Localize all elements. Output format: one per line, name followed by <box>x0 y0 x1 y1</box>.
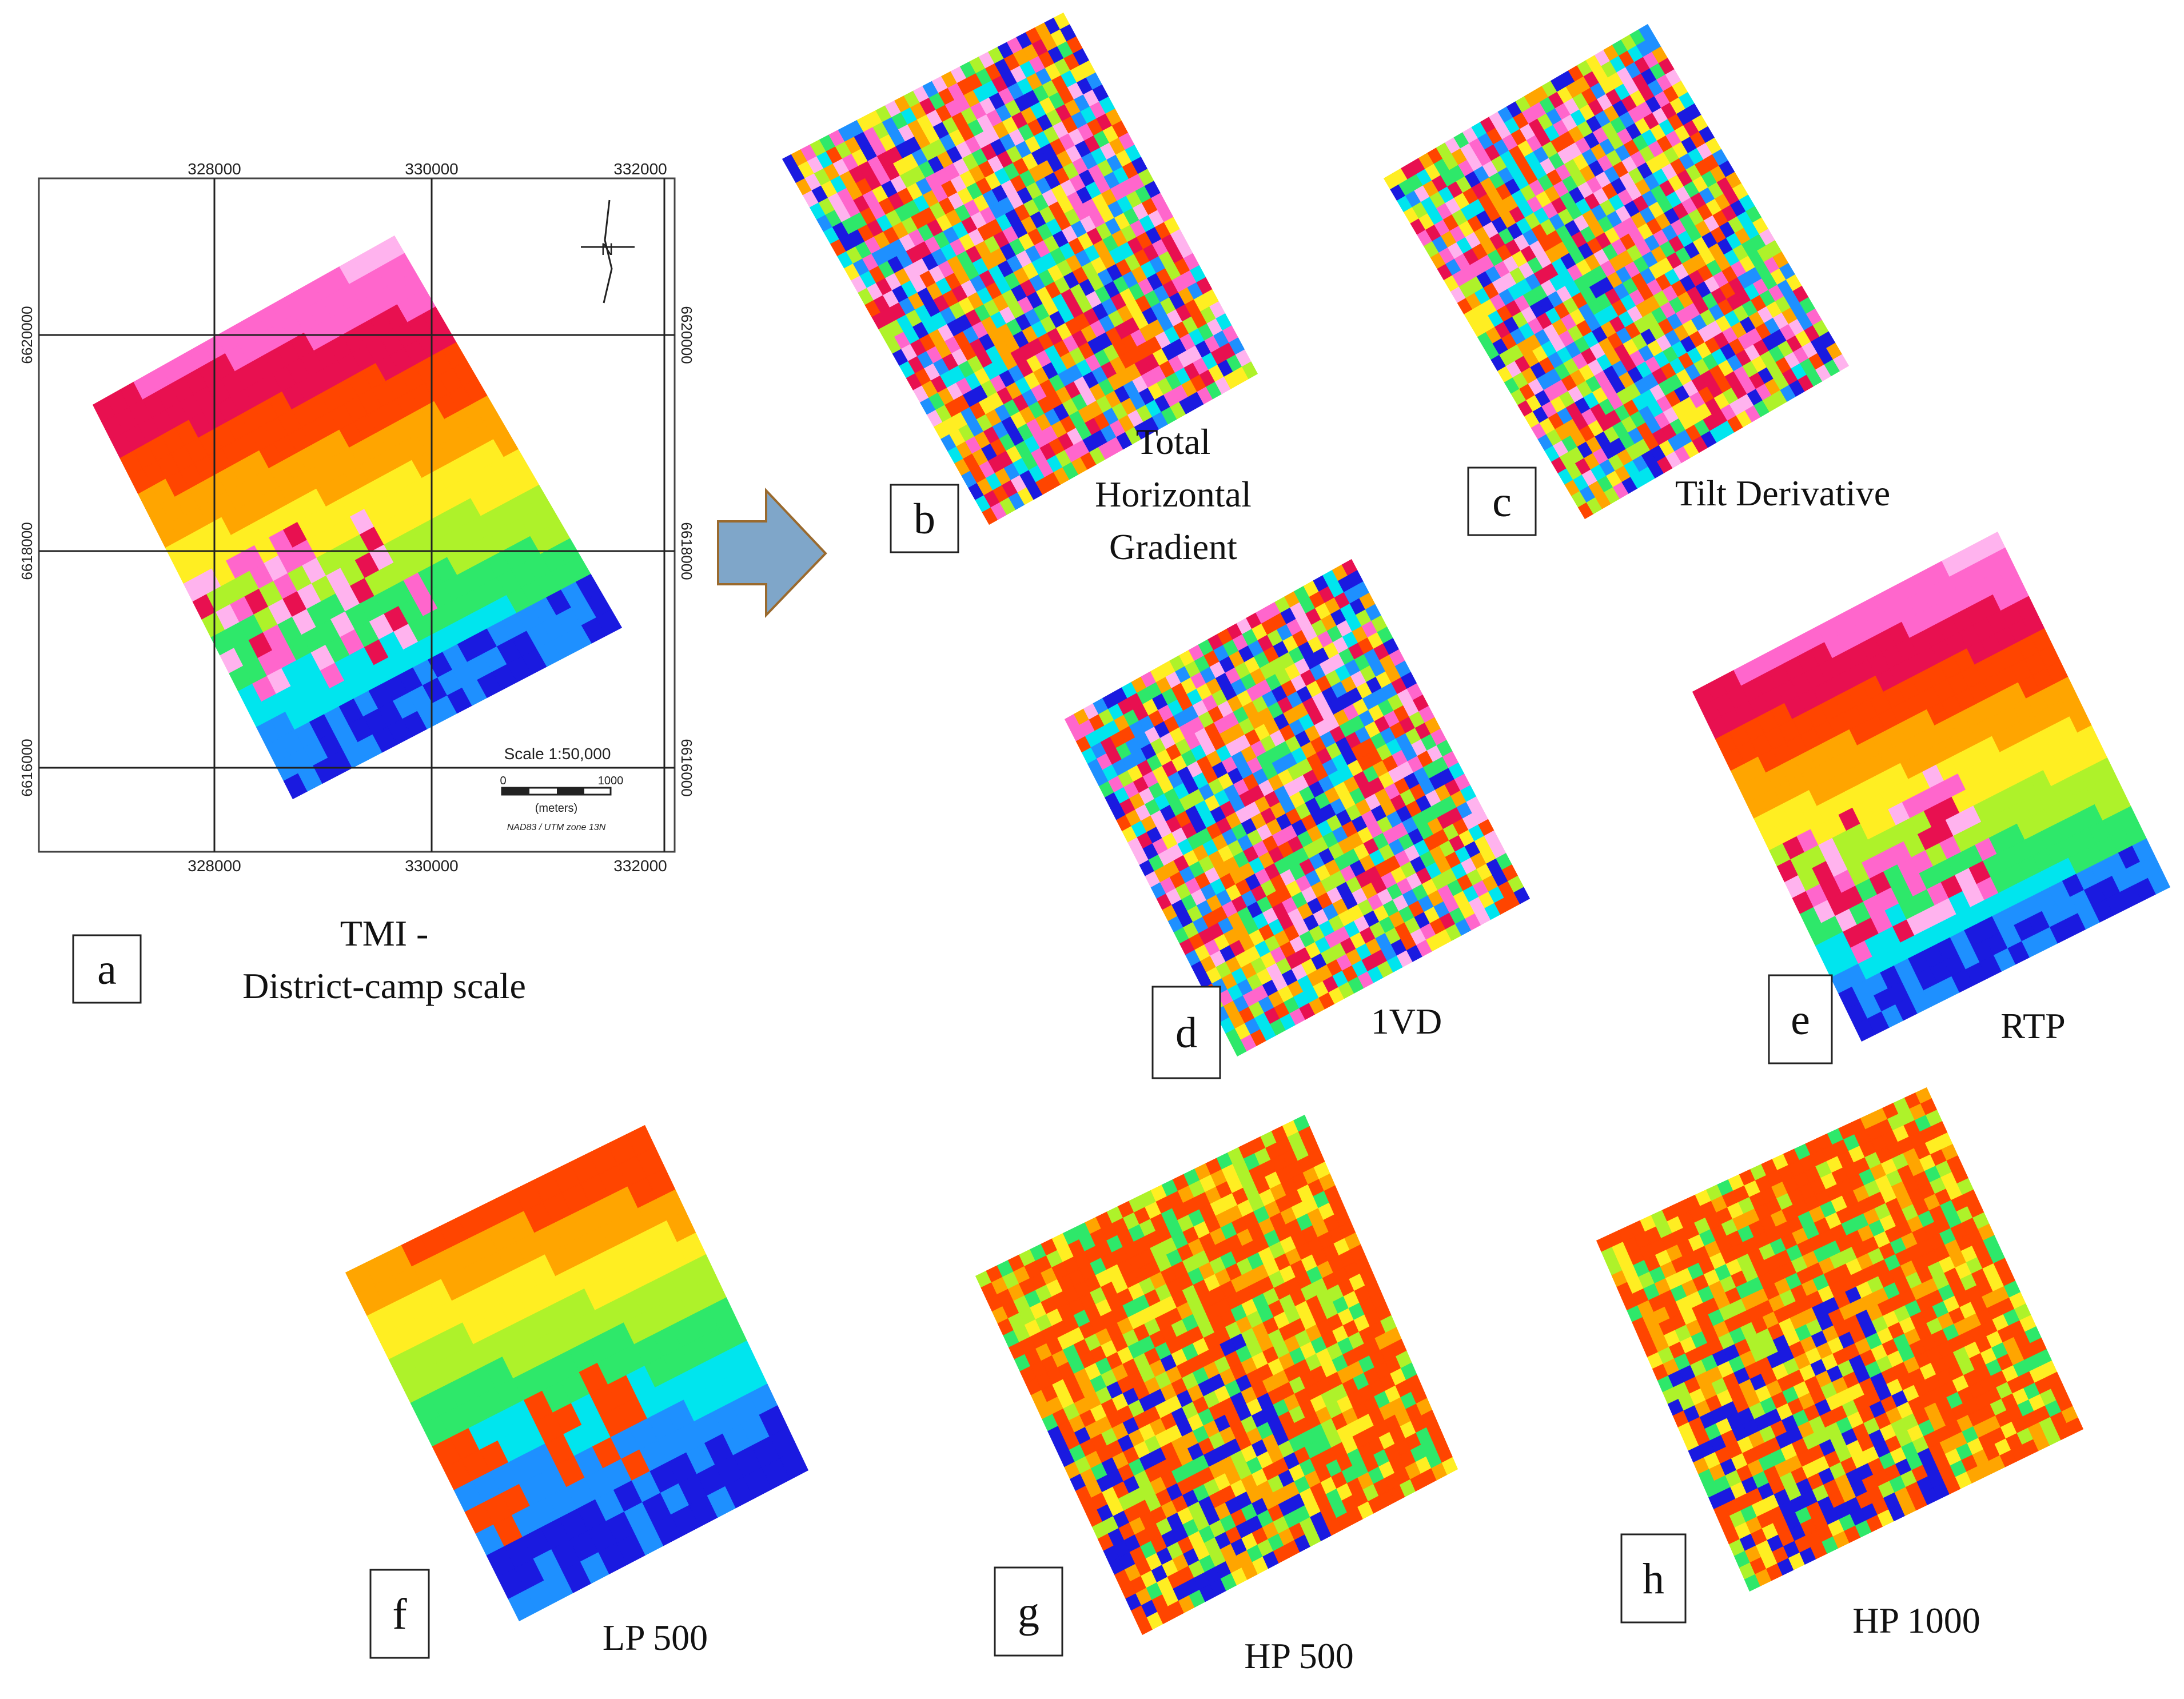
scale-tick-0: 0 <box>500 775 506 787</box>
panel-images <box>345 13 2170 1635</box>
y-tick-label-right: 6616000 <box>678 739 695 796</box>
map-frame-group: 328000 330000 332000 328000 330000 33200… <box>18 160 695 875</box>
raster-cell <box>1441 1457 1458 1475</box>
y-tick-label-left: 6616000 <box>18 739 35 796</box>
panel-image-e <box>1692 532 2170 1042</box>
raster-cell <box>596 609 622 636</box>
tmi-map-image <box>93 236 622 799</box>
y-tick-label-right: 6618000 <box>678 522 695 580</box>
raster-cell <box>779 1448 808 1481</box>
x-tick-label-bottom: 330000 <box>405 857 458 875</box>
panel-image-h <box>1596 1087 2083 1592</box>
scale-title: Scale 1:50,000 <box>504 745 611 763</box>
x-tick-label-top: 330000 <box>405 160 458 178</box>
panel-image-b <box>782 13 1258 525</box>
x-tick-label-top: 332000 <box>613 160 667 178</box>
north-arrow-icon: N <box>581 200 635 304</box>
raster-cell <box>2147 870 2170 895</box>
north-label: N <box>601 240 613 259</box>
panel-image-c <box>1384 24 1849 519</box>
x-tick-label-top: 328000 <box>188 160 241 178</box>
raster-cell <box>1513 887 1530 905</box>
scale-tick-1000: 1000 <box>598 775 624 787</box>
process-arrow-icon <box>717 487 827 618</box>
y-tick-label-left: 6620000 <box>18 306 35 364</box>
panel-image-d <box>1065 559 1530 1056</box>
raster-cell <box>1832 354 1849 372</box>
scale-unit: (meters) <box>535 802 577 815</box>
scale-bar <box>501 787 612 796</box>
y-tick-label-right: 6620000 <box>678 306 695 364</box>
x-tick-label-bottom: 332000 <box>613 857 667 875</box>
y-tick-label-left: 6618000 <box>18 522 35 580</box>
panel-image-a <box>93 236 622 799</box>
x-tick-label-bottom: 328000 <box>188 857 241 875</box>
raster-cell <box>1241 361 1258 380</box>
projection-label: NAD83 / UTM zone 13N <box>507 823 606 832</box>
panel-image-f <box>345 1125 808 1621</box>
panel-image-g <box>975 1115 1458 1635</box>
